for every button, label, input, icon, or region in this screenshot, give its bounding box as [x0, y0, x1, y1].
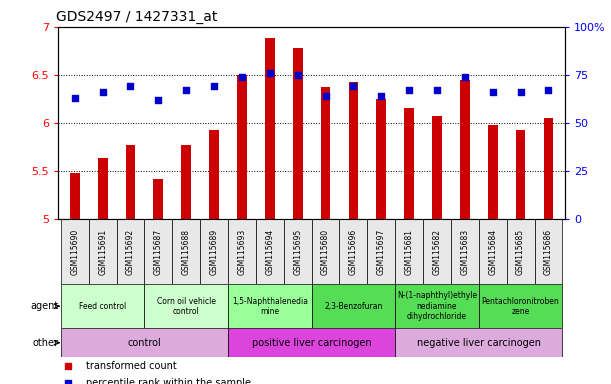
Text: GSM115684: GSM115684	[488, 228, 497, 275]
Text: GSM115692: GSM115692	[126, 228, 135, 275]
Point	[181, 87, 191, 93]
Bar	[228, 328, 395, 357]
Point	[237, 74, 247, 80]
Bar	[404, 108, 414, 219]
Text: 2,3-Benzofuran: 2,3-Benzofuran	[324, 302, 382, 311]
Text: positive liver carcinogen: positive liver carcinogen	[252, 338, 371, 348]
Bar	[61, 219, 89, 284]
Point	[376, 93, 386, 99]
Point	[488, 89, 497, 95]
Text: control: control	[128, 338, 161, 348]
Point	[348, 83, 358, 89]
Bar	[312, 219, 340, 284]
Text: GSM115689: GSM115689	[210, 228, 219, 275]
Bar	[340, 219, 367, 284]
Text: GSM115683: GSM115683	[460, 228, 469, 275]
Bar	[516, 130, 525, 219]
Text: GSM115685: GSM115685	[516, 228, 525, 275]
Text: GSM115693: GSM115693	[238, 228, 246, 275]
Point	[265, 70, 275, 76]
Bar	[181, 145, 191, 219]
Text: Corn oil vehicle
control: Corn oil vehicle control	[156, 296, 216, 316]
Text: GSM115680: GSM115680	[321, 228, 330, 275]
Point	[321, 93, 331, 99]
Bar	[321, 88, 331, 219]
Bar	[98, 159, 108, 219]
Bar	[209, 130, 219, 219]
Bar	[117, 219, 144, 284]
Point	[460, 74, 470, 80]
Point	[98, 89, 108, 95]
Text: GSM115688: GSM115688	[181, 228, 191, 275]
Text: GSM115681: GSM115681	[404, 228, 414, 275]
Bar	[507, 219, 535, 284]
Text: GDS2497 / 1427331_at: GDS2497 / 1427331_at	[56, 10, 217, 25]
Bar	[126, 145, 136, 219]
Text: Feed control: Feed control	[79, 302, 126, 311]
Bar	[89, 219, 117, 284]
Text: negative liver carcinogen: negative liver carcinogen	[417, 338, 541, 348]
Bar	[144, 219, 172, 284]
Text: GSM115687: GSM115687	[154, 228, 163, 275]
Bar	[367, 219, 395, 284]
Bar	[70, 173, 79, 219]
Text: GSM115686: GSM115686	[544, 228, 553, 275]
Bar	[544, 118, 554, 219]
Bar	[265, 38, 275, 219]
Bar	[284, 219, 312, 284]
Text: GSM115695: GSM115695	[293, 228, 302, 275]
Text: other: other	[32, 338, 59, 348]
Text: 1,5-Naphthalenedia
mine: 1,5-Naphthalenedia mine	[232, 296, 308, 316]
Text: GSM115694: GSM115694	[265, 228, 274, 275]
Bar	[395, 284, 479, 328]
Bar	[144, 284, 228, 328]
Text: GSM115690: GSM115690	[70, 228, 79, 275]
Point	[153, 97, 163, 103]
Text: N-(1-naphthyl)ethyle
nediamine
dihydrochloride: N-(1-naphthyl)ethyle nediamine dihydroch…	[397, 291, 477, 321]
Bar	[535, 219, 562, 284]
Bar	[460, 79, 470, 219]
Point	[209, 83, 219, 89]
Bar	[395, 219, 423, 284]
Bar	[423, 219, 451, 284]
Bar	[479, 219, 507, 284]
Bar	[61, 328, 228, 357]
Bar	[479, 284, 562, 328]
Bar	[61, 284, 144, 328]
Text: percentile rank within the sample: percentile rank within the sample	[86, 378, 251, 384]
Point	[544, 87, 554, 93]
Bar	[488, 125, 497, 219]
Text: GSM115682: GSM115682	[433, 228, 442, 275]
Bar	[153, 179, 163, 219]
Text: Pentachloronitroben
zene: Pentachloronitroben zene	[481, 296, 560, 316]
Bar	[312, 284, 395, 328]
Point	[432, 87, 442, 93]
Bar	[237, 75, 247, 219]
Text: transformed count: transformed count	[86, 361, 177, 371]
Text: GSM115697: GSM115697	[377, 228, 386, 275]
Bar	[451, 219, 479, 284]
Point	[70, 95, 79, 101]
Bar	[256, 219, 284, 284]
Text: agent: agent	[31, 301, 59, 311]
Text: GSM115696: GSM115696	[349, 228, 358, 275]
Bar	[395, 328, 562, 357]
Bar	[348, 82, 358, 219]
Point	[516, 89, 525, 95]
Bar	[228, 284, 312, 328]
Bar	[172, 219, 200, 284]
Bar	[376, 99, 386, 219]
Bar	[293, 48, 302, 219]
Bar	[432, 116, 442, 219]
Bar	[200, 219, 228, 284]
Point	[293, 72, 302, 78]
Point	[404, 87, 414, 93]
Text: GSM115691: GSM115691	[98, 228, 107, 275]
Bar	[228, 219, 256, 284]
Point	[126, 83, 136, 89]
